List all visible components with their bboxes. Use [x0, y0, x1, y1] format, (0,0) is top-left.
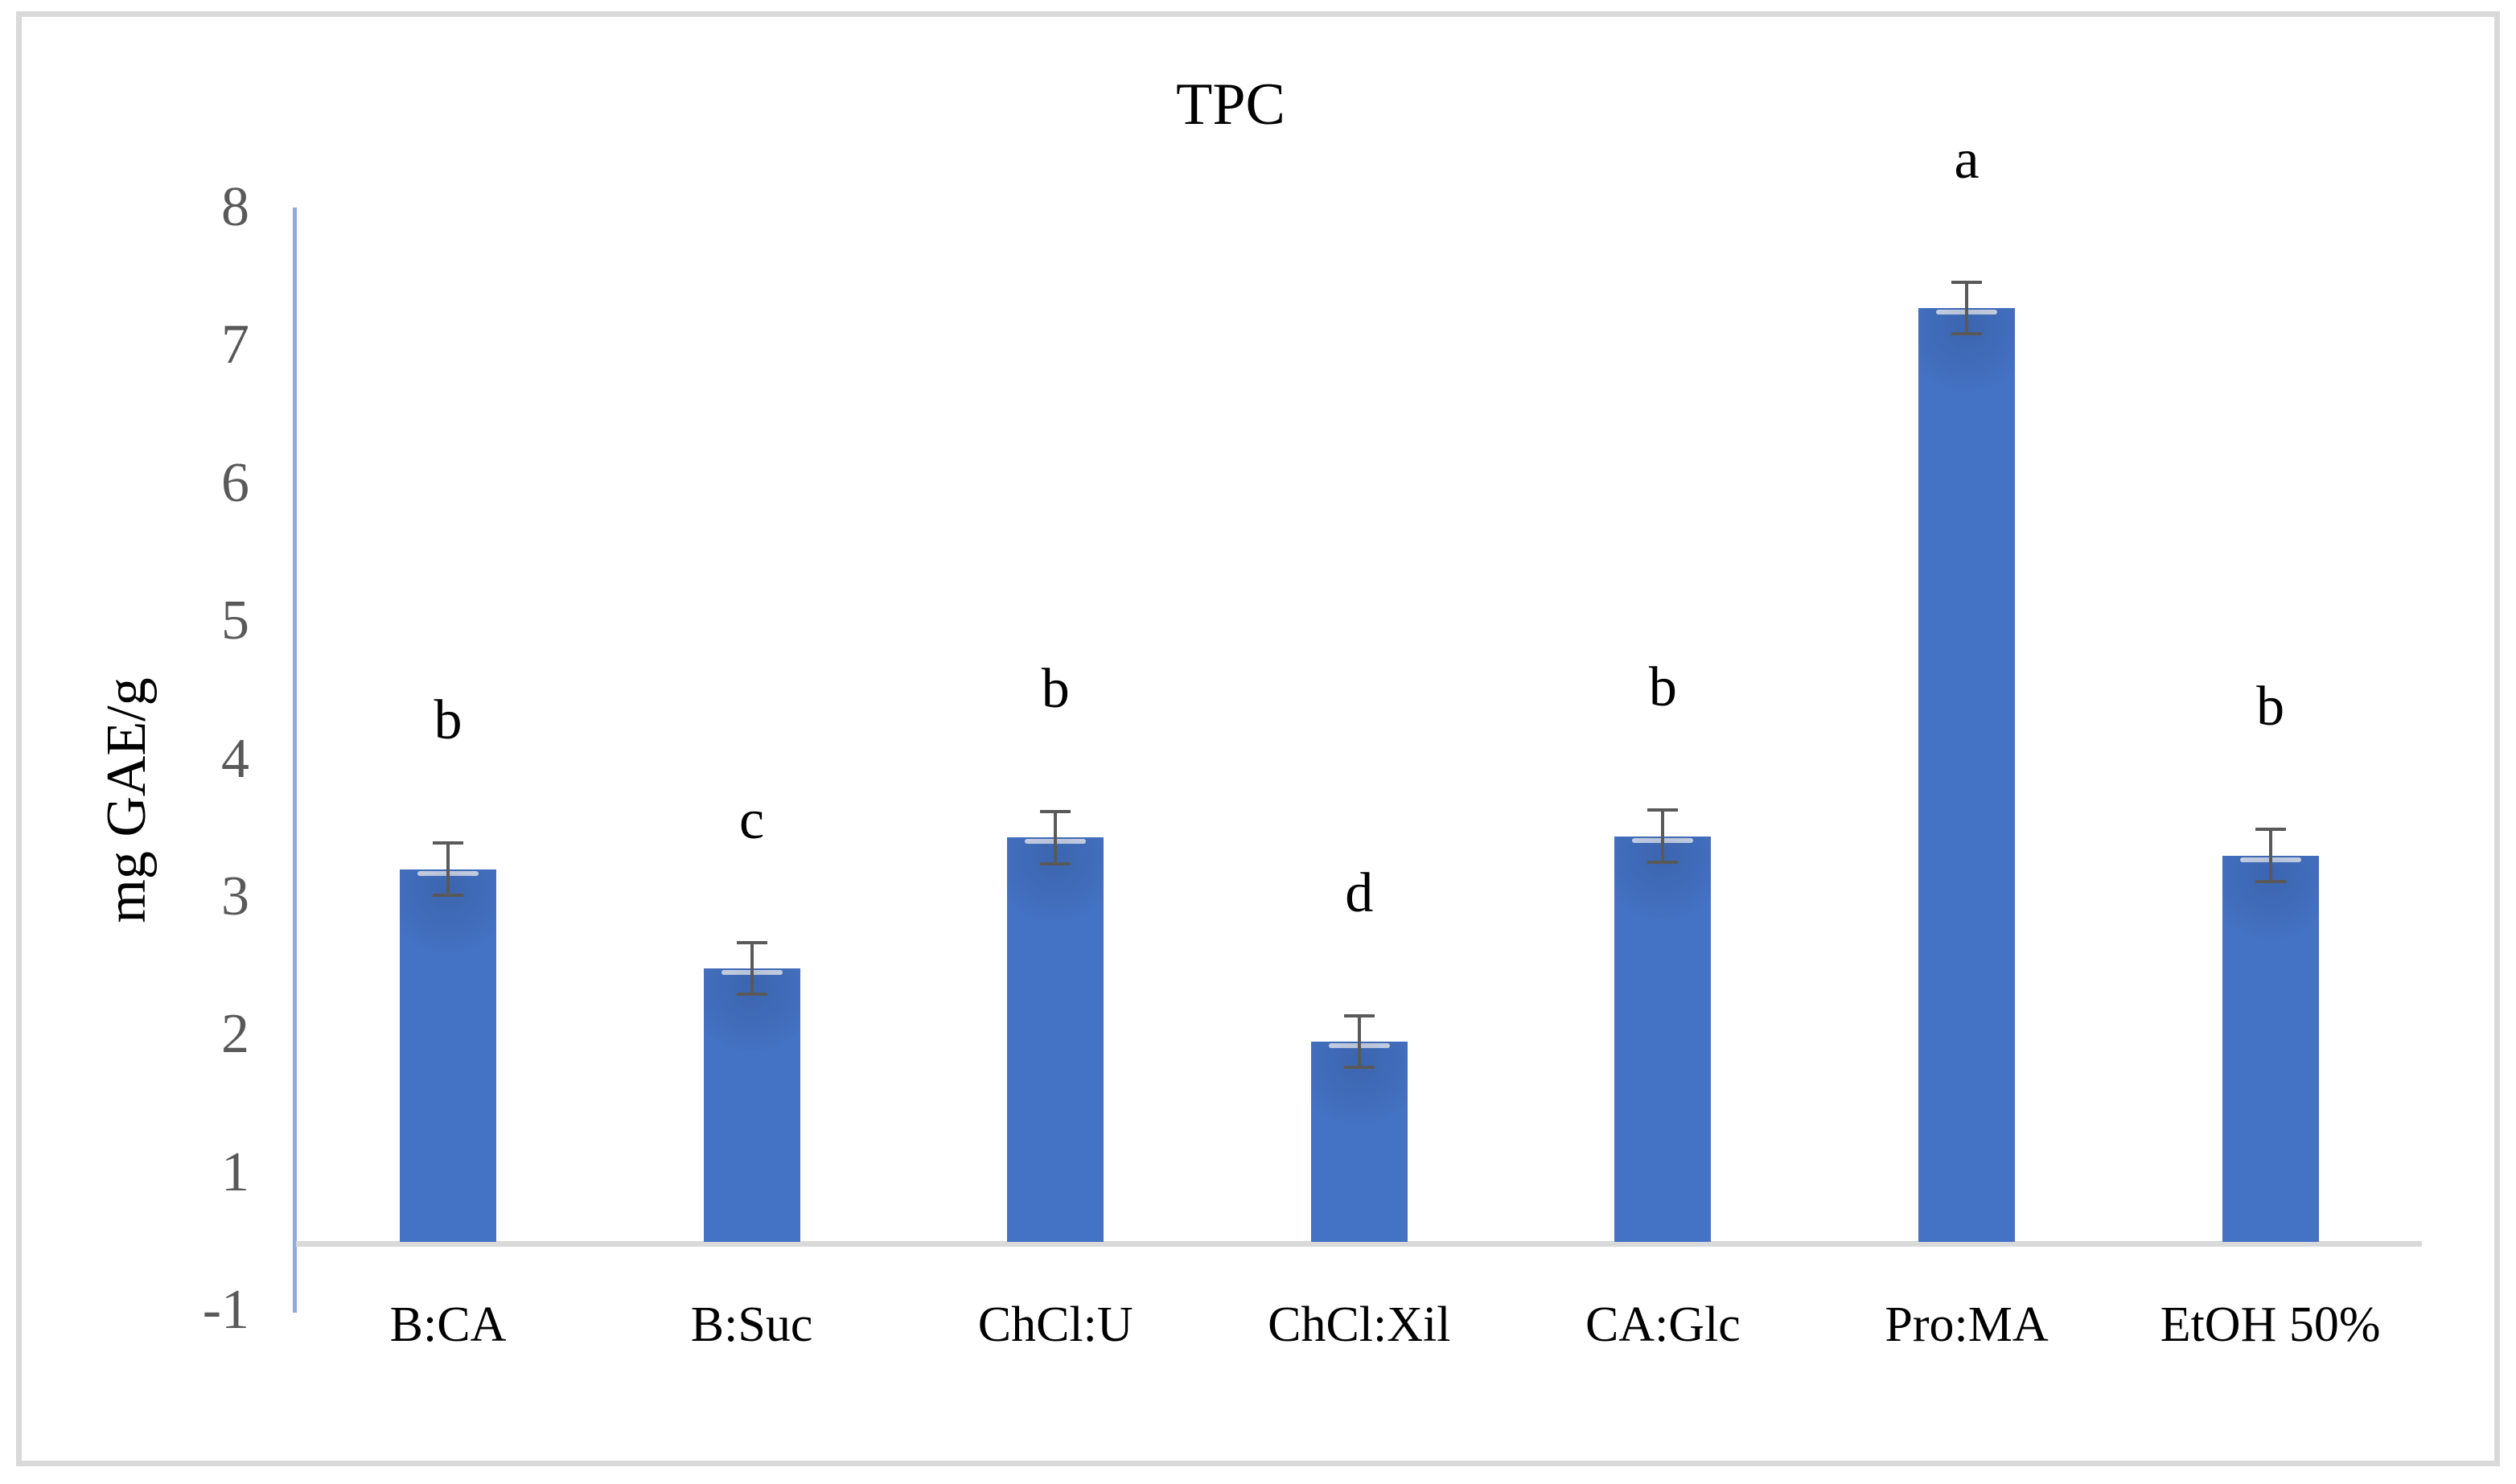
error-bar-top-cap-ChCl:U — [1040, 810, 1071, 814]
category-label-EtOH 50%: EtOH 50% — [2160, 1297, 2381, 1352]
error-bar-top-cap-B:CA — [433, 841, 463, 845]
category-label-ChCl:Xil: ChCl:Xil — [1268, 1297, 1451, 1352]
error-bar-bottom-cap-B:Suc — [736, 993, 767, 997]
significance-letter-EtOH 50%: b — [2256, 676, 2285, 738]
error-bar-bottom-cap-B:CA — [433, 894, 463, 897]
category-label-CA:Glc: CA:Glc — [1585, 1297, 1741, 1352]
error-bar-whisker-B:Suc — [750, 940, 754, 997]
bar-B:CA — [400, 869, 496, 1242]
y-tick-label-7: 7 — [221, 314, 249, 376]
error-bar-bottom-cap-EtOH 50% — [2255, 879, 2286, 883]
error-bar-whisker-ChCl:Xil — [1357, 1013, 1361, 1070]
chart-title: TPC — [1176, 72, 1285, 138]
significance-letter-CA:Glc: b — [1648, 656, 1677, 719]
category-label-ChCl:U: ChCl:U — [977, 1297, 1133, 1352]
bar-EtOH 50% — [2222, 855, 2319, 1242]
y-tick-label--1: -1 — [202, 1279, 249, 1342]
y-tick-label-8: 8 — [221, 176, 249, 238]
significance-letter-Pro:MA: a — [1954, 128, 1980, 191]
error-bar-top-cap-ChCl:Xil — [1343, 1013, 1375, 1017]
error-bar-whisker-Pro:MA — [1965, 280, 1968, 336]
error-bar-top-cap-EtOH 50% — [2255, 828, 2286, 832]
figure-border — [16, 11, 2500, 1466]
category-label-Pro:MA: Pro:MA — [1885, 1297, 2049, 1352]
bar-B:Suc — [703, 968, 800, 1242]
error-bar-bottom-cap-ChCl:U — [1040, 861, 1071, 865]
significance-letter-ChCl:Xil: d — [1345, 861, 1374, 924]
significance-letter-ChCl:U: b — [1041, 658, 1070, 721]
category-label-B:CA: B:CA — [389, 1297, 507, 1352]
y-axis-title: mg GAE/g — [96, 677, 158, 923]
y-tick-label-5: 5 — [221, 590, 249, 652]
y-tick-label-6: 6 — [221, 451, 249, 514]
y-tick-label-3: 3 — [221, 865, 249, 927]
bar-ChCl:Xil — [1310, 1041, 1408, 1242]
error-bar-whisker-EtOH 50% — [2268, 828, 2272, 883]
error-bar-top-cap-CA:Glc — [1647, 808, 1679, 812]
error-bar-top-cap-Pro:MA — [1951, 280, 1982, 284]
bar-ChCl:U — [1007, 837, 1104, 1242]
category-label-B:Suc: B:Suc — [690, 1297, 813, 1352]
error-bar-bottom-cap-Pro:MA — [1951, 332, 1982, 336]
y-axis-line — [293, 208, 297, 1313]
significance-letter-B:CA: b — [434, 689, 462, 752]
y-tick-label-1: 1 — [221, 1141, 249, 1203]
error-bar-bottom-cap-ChCl:Xil — [1343, 1066, 1375, 1070]
error-bar-top-cap-B:Suc — [736, 940, 767, 944]
error-bar-whisker-CA:Glc — [1661, 808, 1665, 864]
error-bar-whisker-ChCl:U — [1054, 810, 1058, 865]
error-bar-bottom-cap-CA:Glc — [1647, 860, 1679, 864]
y-tick-label-4: 4 — [221, 727, 249, 790]
y-tick-label-2: 2 — [221, 1003, 249, 1066]
error-bar-whisker-B:CA — [446, 841, 450, 897]
bar-CA:Glc — [1614, 836, 1712, 1242]
bar-Pro:MA — [1918, 308, 2015, 1242]
significance-letter-B:Suc: c — [739, 788, 765, 851]
x-axis-baseline — [296, 1241, 2422, 1247]
